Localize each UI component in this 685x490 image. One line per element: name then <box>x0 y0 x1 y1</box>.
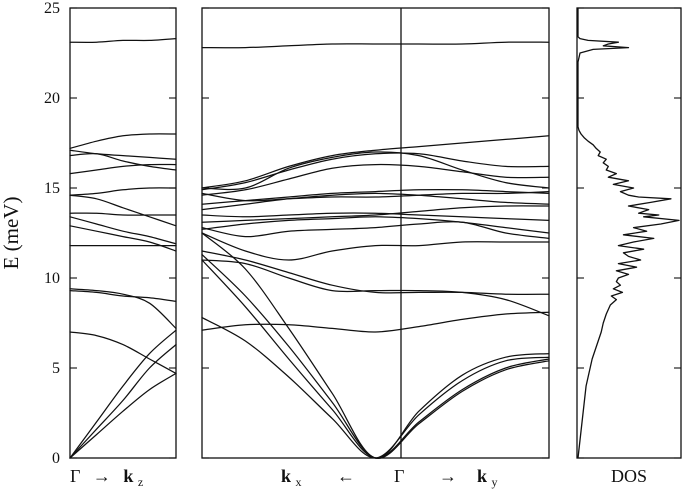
band-line-15 <box>69 149 177 160</box>
dos-xlabel: DOS <box>611 466 647 486</box>
dos-plot <box>577 8 680 459</box>
arrow-right: → <box>439 466 457 486</box>
band-line-13 <box>69 163 177 175</box>
band-line-20 <box>201 41 550 49</box>
band-line-8 <box>69 225 177 252</box>
bands-kx-gamma-ky <box>201 41 550 459</box>
band-line-9 <box>201 221 550 240</box>
gamma-symbol: Γ <box>70 466 80 486</box>
k-letter: k <box>477 466 487 486</box>
band-line-11 <box>69 194 177 227</box>
y-tick-label-0: 0 <box>52 450 60 467</box>
band-line-11 <box>201 205 550 223</box>
dos-curve <box>577 8 680 459</box>
band-line-10 <box>69 212 177 216</box>
band-line-9 <box>69 216 177 245</box>
k-subscript: y <box>492 475 498 489</box>
k-letter: k <box>281 466 291 486</box>
y-tick-label-5: 5 <box>52 360 60 377</box>
band-line-16 <box>69 133 177 150</box>
band-line-17 <box>69 37 177 43</box>
y-axis-ticks <box>70 7 681 459</box>
k-subscript: x <box>296 475 302 489</box>
gamma-symbol: Γ <box>394 466 404 486</box>
band-line-8 <box>201 232 550 261</box>
band-line-14 <box>201 188 550 205</box>
band-line-17 <box>201 163 550 196</box>
arrow-left: ← <box>337 466 355 486</box>
band-line-1 <box>69 372 177 459</box>
band-line-4 <box>69 331 177 375</box>
band-line-5 <box>69 289 177 303</box>
y-tick-label-20: 20 <box>44 90 60 107</box>
k-subscript: z <box>138 475 143 489</box>
band-line-7 <box>201 250 550 295</box>
band-line-13 <box>201 192 550 211</box>
band-line-6 <box>201 259 550 317</box>
band-line-10 <box>201 216 550 234</box>
panel-kx-xlabel: k x <box>281 466 302 489</box>
band-line-5 <box>201 311 550 333</box>
band-line-4 <box>201 316 550 459</box>
band-line-12 <box>69 187 177 196</box>
panel-ky-xlabel: k y <box>477 466 498 489</box>
y-axis-tick-labels: 0 5 10 15 20 25 <box>44 0 60 467</box>
panel-gamma-kz-xlabel: Γ → k z <box>70 466 143 489</box>
band-line-15 <box>201 190 550 202</box>
y-tick-label-10: 10 <box>44 270 60 287</box>
band-line-6 <box>69 288 177 330</box>
panel-dos-frame <box>576 7 682 459</box>
band-line-2 <box>69 343 177 459</box>
panel-kx-gamma-ky-frame <box>201 7 550 459</box>
band-line-19 <box>201 135 550 189</box>
band-line-16 <box>201 151 550 191</box>
bands-gamma-kz <box>69 37 177 459</box>
k-letter: k <box>123 466 133 486</box>
band-line-3 <box>69 329 177 459</box>
arrow-right: → <box>93 466 111 486</box>
y-tick-label-15: 15 <box>44 180 60 197</box>
y-tick-label-25: 25 <box>44 0 60 17</box>
band-line-3 <box>201 232 550 459</box>
band-line-18 <box>201 152 550 191</box>
band-line-12 <box>201 212 550 222</box>
band-line-2 <box>201 253 550 459</box>
y-axis-label: E (meV) <box>0 197 23 270</box>
panel-gamma-kz-frame <box>69 7 177 459</box>
band-line-14 <box>69 152 177 171</box>
